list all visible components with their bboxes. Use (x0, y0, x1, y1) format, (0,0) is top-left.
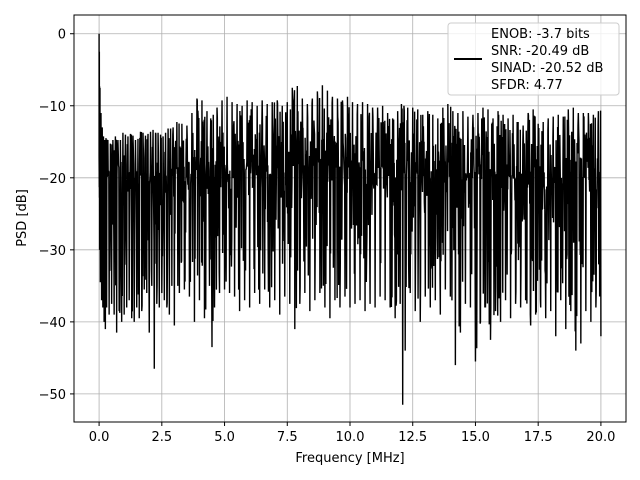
x-tick-label: 15.0 (461, 430, 490, 445)
y-tick-label: −50 (39, 388, 66, 403)
legend-line-snr: SNR: -20.49 dB (491, 44, 589, 59)
x-tick-label: 0.0 (89, 430, 110, 445)
plot-area (98, 33, 602, 405)
x-tick-label: 5.0 (214, 430, 235, 445)
psd-trace (98, 33, 602, 405)
axis-ticks: 0.0 2.5 5.0 7.5 10.0 12.5 15.0 17.5 20.0 0 −10 −20 −… (39, 28, 616, 445)
x-tick-label: 10.0 (336, 430, 365, 445)
y-axis-label: PSD [dB] (15, 189, 30, 247)
y-tick-label: −40 (39, 316, 66, 331)
x-tick-label: 17.5 (524, 430, 553, 445)
y-tick-label: −10 (39, 100, 66, 115)
legend: ENOB: -3.7 bits SNR: -20.49 dB SINAD: -2… (447, 22, 620, 96)
y-tick-label: −20 (39, 172, 66, 187)
x-tick-label: 7.5 (277, 430, 298, 445)
x-axis-label: Frequency [MHz] (295, 451, 404, 466)
x-tick-label: 20.0 (586, 430, 615, 445)
y-tick-label: −30 (39, 244, 66, 259)
legend-line-sinad: SINAD: -20.52 dB (491, 61, 603, 76)
legend-box (447, 22, 620, 96)
legend-line-enob: ENOB: -3.7 bits (491, 27, 590, 42)
y-tick-label: 0 (58, 28, 66, 43)
x-tick-label: 12.5 (398, 430, 427, 445)
legend-line-sfdr: SFDR: 4.77 (491, 78, 563, 93)
x-tick-label: 2.5 (151, 430, 172, 445)
